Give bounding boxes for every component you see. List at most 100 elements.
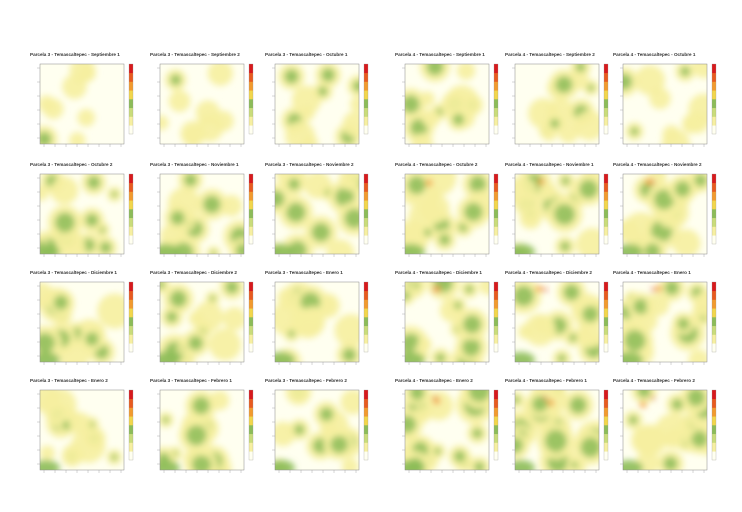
panel-title: Parcela 3 - Temascaltepec - Enero 1 — [265, 270, 343, 275]
density-blob — [87, 175, 101, 190]
colorbar-segment — [712, 343, 716, 353]
colorbar-segment — [712, 116, 716, 126]
colorbar-frame — [603, 63, 609, 135]
colorbar-segment — [249, 200, 253, 210]
colorbar-segment — [494, 64, 498, 74]
colorbar-segment — [494, 407, 498, 417]
density-blob — [574, 110, 599, 141]
colorbar-segment — [604, 209, 608, 219]
panel-title: Parcela 4 - Temascaltepec - Octubre 2 — [395, 162, 478, 167]
colorbar-segment — [129, 125, 133, 135]
density-blob — [40, 352, 60, 362]
density-blob — [284, 69, 299, 84]
plot-frame — [404, 281, 490, 363]
colorbar-frame — [248, 63, 254, 135]
density-blob — [435, 353, 446, 362]
density-blob — [409, 390, 425, 400]
density-blob — [170, 210, 185, 226]
density-blob — [208, 328, 242, 361]
colorbar-segment — [712, 182, 716, 192]
density-blob — [275, 421, 296, 447]
density-blob — [515, 352, 535, 362]
density-blob — [691, 64, 707, 79]
colorbar-segment — [129, 308, 133, 318]
colorbar-segment — [712, 451, 716, 461]
colorbar-frame — [363, 173, 369, 245]
colorbar-segment — [129, 433, 133, 443]
colorbar-segment — [494, 290, 498, 300]
density-blob — [519, 207, 542, 230]
panel-title: Parcela 3 - Temascaltepec - Febrero 2 — [265, 378, 347, 383]
density-blob — [410, 119, 428, 137]
density-blob — [196, 114, 224, 142]
density-blob — [97, 293, 124, 329]
density-blob — [405, 460, 425, 470]
density-blob — [474, 461, 485, 470]
colorbar-segment — [249, 442, 253, 452]
heatmap-panel: Parcela 4 - Temascaltepec - Diciembre 2 — [505, 270, 623, 382]
heatmap-plot — [620, 281, 717, 365]
colorbar-segment — [249, 433, 253, 443]
colorbar-segment — [712, 64, 716, 74]
heatmap-panel: Parcela 4 - Temascaltepec - Septiembre 1 — [395, 52, 513, 164]
colorbar-segment — [129, 191, 133, 201]
density-blob — [421, 109, 441, 128]
colorbar-segment — [494, 416, 498, 426]
panel-title: Parcela 4 - Temascaltepec - Octubre 1 — [613, 52, 696, 57]
heatmap-panel: Parcela 4 - Temascaltepec - Noviembre 2 — [613, 162, 731, 274]
colorbar-segment — [249, 191, 253, 201]
density-blob — [405, 291, 410, 301]
colorbar-segment — [129, 334, 133, 344]
density-blob — [85, 213, 99, 227]
density-blob — [423, 228, 432, 237]
density-blob — [664, 282, 680, 295]
colorbar-segment — [129, 282, 133, 292]
colorbar-segment — [364, 191, 368, 201]
colorbar-segment — [712, 282, 716, 292]
plot-frame — [514, 281, 600, 363]
colorbar-segment — [129, 226, 133, 236]
colorbar-frame — [128, 173, 134, 245]
density-blob — [340, 390, 359, 415]
heatmap-plot — [620, 63, 717, 147]
colorbar-segment — [604, 416, 608, 426]
colorbar-segment — [249, 398, 253, 408]
heatmap-plot — [157, 173, 254, 257]
colorbar-segment — [604, 226, 608, 236]
colorbar-segment — [494, 191, 498, 201]
colorbar-segment — [604, 217, 608, 227]
colorbar-segment — [364, 217, 368, 227]
colorbar-segment — [249, 416, 253, 426]
density-blob — [319, 407, 334, 422]
density-blob — [352, 80, 359, 92]
density-blob — [293, 424, 305, 435]
plot-frame — [159, 173, 245, 255]
heatmap-panel: Parcela 3 - Temascaltepec - Noviembre 2 — [265, 162, 383, 274]
colorbar-frame — [128, 63, 134, 135]
density-blob — [335, 187, 355, 207]
density-blob — [160, 244, 180, 254]
heatmap-plot — [402, 63, 499, 147]
density-blob — [570, 461, 578, 469]
density-blob — [311, 222, 331, 242]
colorbar-segment — [712, 308, 716, 318]
colorbar-segment — [249, 72, 253, 82]
colorbar-segment — [494, 317, 498, 327]
colorbar-segment — [364, 343, 368, 353]
colorbar-segment — [129, 325, 133, 335]
density-blob — [515, 176, 537, 207]
colorbar-segment — [604, 99, 608, 109]
colorbar-segment — [129, 64, 133, 74]
hotspot — [425, 179, 433, 187]
density-blob — [318, 86, 328, 97]
panel-title: Parcela 3 - Temascaltepec - Noviembre 2 — [265, 162, 354, 167]
colorbar-segment — [129, 425, 133, 435]
colorbar-segment — [712, 317, 716, 327]
colorbar-segment — [494, 308, 498, 318]
colorbar-segment — [129, 407, 133, 417]
density-blob — [85, 332, 99, 346]
density-blob — [582, 305, 599, 323]
colorbar-segment — [494, 433, 498, 443]
density-blob — [225, 282, 239, 294]
density-blob — [688, 349, 707, 362]
